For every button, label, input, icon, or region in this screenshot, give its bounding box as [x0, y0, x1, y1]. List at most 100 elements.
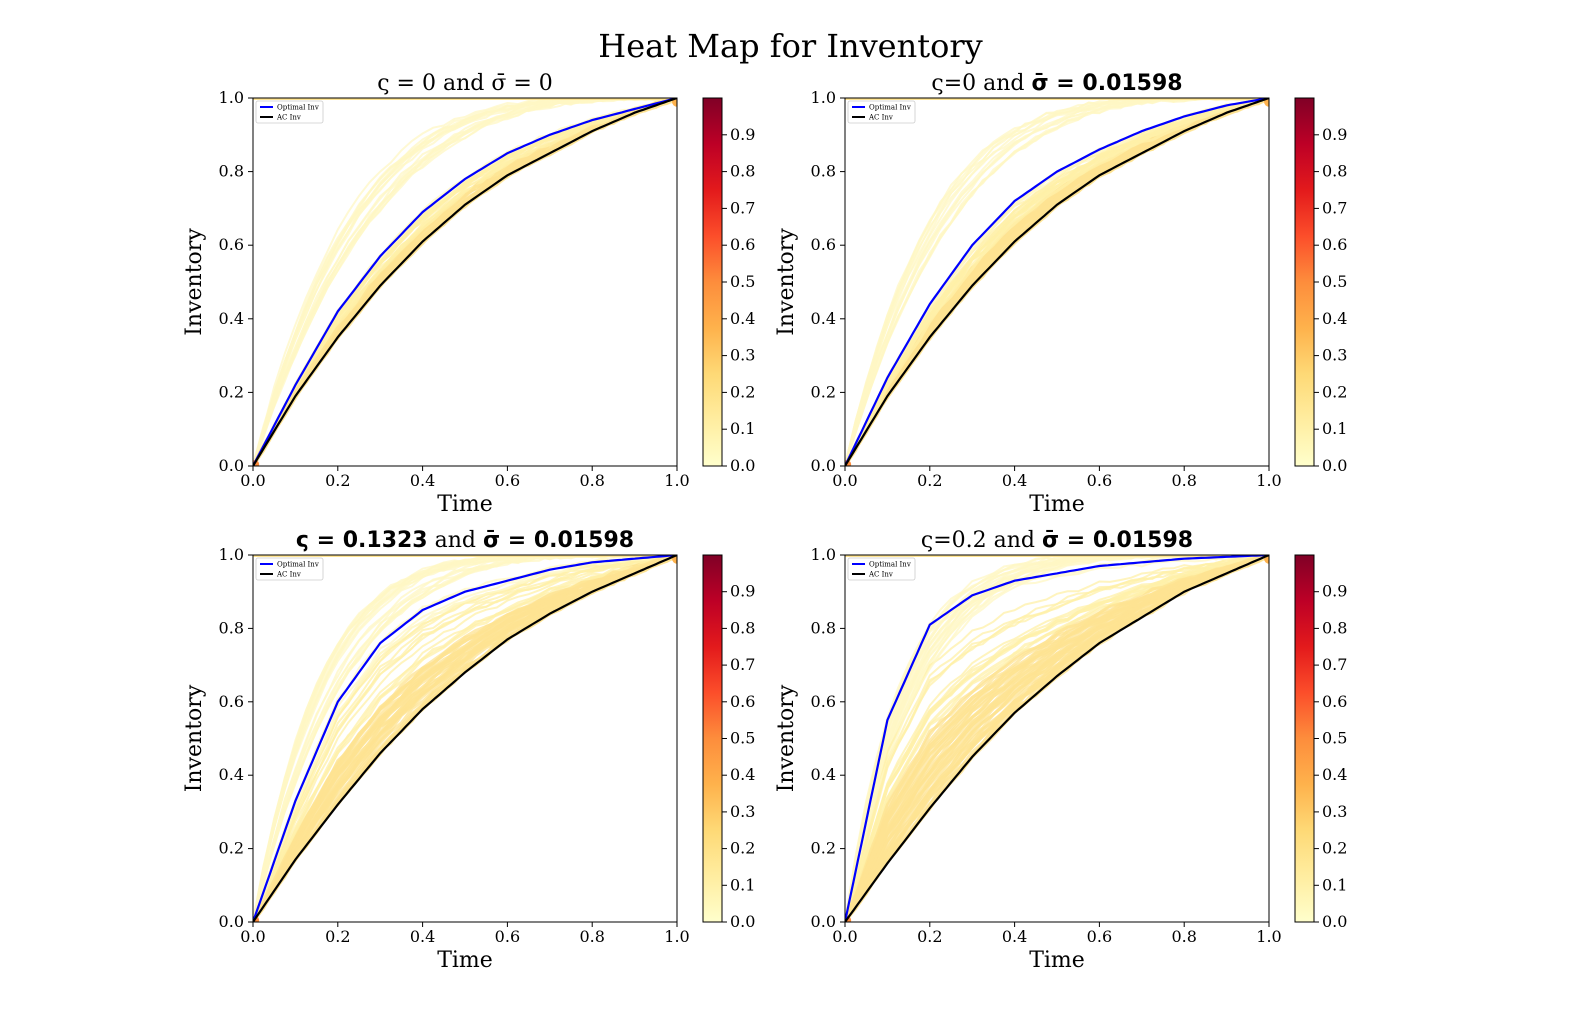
- heatmap-path: [253, 98, 677, 466]
- colorbar-tick-label: 0.2: [1322, 382, 1347, 401]
- y-tick-label: 0.4: [219, 309, 244, 328]
- y-axis-label: Inventory: [774, 228, 799, 336]
- title-part: σ̄: [491, 71, 506, 96]
- colorbar-tick-label: 0.5: [730, 272, 755, 291]
- colorbar-tick-label: 0.5: [1322, 729, 1347, 748]
- x-tick-label: 0.2: [917, 927, 942, 946]
- x-axis-label: Time: [437, 492, 493, 517]
- title-part: ς: [931, 71, 943, 96]
- legend-label: AC Inv: [276, 571, 301, 579]
- x-tick-label: 0.6: [1087, 927, 1112, 946]
- colorbar-tick-label: 0.4: [730, 765, 755, 784]
- colorbar: 0.0 0.1 0.2 0.3 0.4 0.5 0.6 0.7 0.8 0.9: [702, 554, 755, 931]
- subplot-title: ς = 0.1323 and σ̄ = 0.01598: [296, 528, 634, 553]
- title-part: σ̄ = 0.01598: [1032, 71, 1183, 96]
- ac-inv-line: [845, 98, 1269, 466]
- x-axis-label: Time: [437, 948, 493, 973]
- x-tick-label: 0.6: [1087, 471, 1112, 490]
- y-tick-label: 1.0: [219, 545, 244, 564]
- plot-area: [253, 98, 677, 466]
- y-tick-label: 0.8: [811, 618, 836, 637]
- colorbar: 0.0 0.1 0.2 0.3 0.4 0.5 0.6 0.7 0.8 0.9: [702, 97, 755, 475]
- legend-label: Optimal Inv: [869, 104, 911, 112]
- x-tick-label: 0.0: [832, 471, 857, 490]
- colorbar-tick-label: 0.1: [1322, 419, 1347, 438]
- ac-inv-line: [253, 98, 677, 466]
- x-axis-label: Time: [1029, 492, 1085, 517]
- legend-label: Optimal Inv: [277, 104, 319, 112]
- colorbar-gradient: [1294, 554, 1315, 923]
- heatmap-top-band: [253, 555, 677, 557]
- legend-label: AC Inv: [868, 571, 893, 579]
- x-tick-label: 1.0: [664, 471, 689, 490]
- title-part: and: [428, 528, 483, 553]
- colorbar-tick-label: 0.6: [730, 692, 755, 711]
- y-tick-label: 0.6: [219, 235, 244, 254]
- heatmap-path: [845, 555, 1269, 922]
- colorbar-tick-label: 0.6: [730, 235, 755, 254]
- heatmap-path: [253, 555, 677, 922]
- heatmap-path: [253, 98, 677, 466]
- heatmap-path: [253, 555, 677, 922]
- y-tick-label: 0.8: [811, 162, 836, 181]
- legend: Optimal Inv AC Inv: [847, 557, 916, 581]
- colorbar-tick-label: 0.9: [1322, 582, 1347, 601]
- x-tick-label: 0.0: [240, 927, 265, 946]
- plot-area: [253, 555, 677, 922]
- plot-frame: [252, 97, 678, 467]
- colorbar-tick-label: 0.7: [1322, 655, 1347, 674]
- heatmap-path: [845, 555, 1269, 922]
- plot-background: [253, 555, 677, 922]
- y-tick-label: 0.8: [219, 162, 244, 181]
- colorbar-gradient: [702, 554, 723, 923]
- x-tick-label: 0.6: [495, 927, 520, 946]
- heatmap-path: [253, 555, 677, 922]
- subplot-2: 0.0 0.2 0.4 0.6 0.8 1.0 0.0 0.2 0.4 0.6 0.8 1.0 Time…: [774, 71, 1347, 517]
- x-tick-label: 0.4: [410, 471, 435, 490]
- optimal-inv-line: [253, 555, 677, 922]
- plot-area: [845, 98, 1269, 466]
- legend: Optimal Inv AC Inv: [255, 557, 324, 581]
- subplot-1: 0.0 0.2 0.4 0.6 0.8 1.0 0.0 0.2 0.4 0.6 0.8 1.0 Time…: [182, 71, 755, 517]
- colorbar-tick-label: 0.9: [730, 125, 755, 144]
- heatmap-path: [253, 555, 677, 922]
- colorbar-tick-label: 0.0: [1322, 456, 1347, 475]
- subplot-title: ς=0.2 and σ̄ = 0.01598: [921, 528, 1193, 553]
- colorbar-tick-label: 0.6: [1322, 692, 1347, 711]
- y-tick-label: 1.0: [811, 545, 836, 564]
- heatmap-path: [845, 555, 1269, 922]
- y-tick-label: 0.2: [811, 382, 836, 401]
- colorbar-tick-label: 0.6: [1322, 235, 1347, 254]
- colorbar-tick-label: 0.1: [730, 419, 755, 438]
- x-tick-label: 0.2: [325, 927, 350, 946]
- colorbar-gradient: [1294, 97, 1315, 467]
- colorbar-tick-label: 0.8: [730, 162, 755, 181]
- x-axis-label: Time: [1029, 948, 1085, 973]
- optimal-inv-line: [845, 98, 1269, 466]
- y-tick-label: 0.4: [811, 309, 836, 328]
- colorbar-tick-label: 0.7: [730, 198, 755, 217]
- y-tick-label: 0.0: [219, 456, 244, 475]
- y-tick-label: 0.8: [219, 618, 244, 637]
- colorbar-tick-label: 0.2: [730, 839, 755, 858]
- x-tick-label: 0.4: [1002, 927, 1027, 946]
- plot-frame: [844, 97, 1270, 467]
- colorbar-tick-label: 0.1: [1322, 875, 1347, 894]
- plot-area: [845, 555, 1269, 922]
- colorbar-tick-label: 0.5: [730, 729, 755, 748]
- y-tick-label: 0.0: [811, 912, 836, 931]
- heatmap-top-band: [253, 98, 677, 100]
- heatmap-top-band: [845, 98, 1269, 100]
- heatmap-path: [845, 555, 1269, 922]
- colorbar-tick-label: 0.9: [730, 582, 755, 601]
- title-part: =0 and: [944, 71, 1032, 96]
- title-part: σ̄ = 0.01598: [483, 528, 634, 553]
- title-part: ς: [377, 71, 389, 96]
- x-tick-label: 0.6: [495, 471, 520, 490]
- colorbar-tick-label: 0.4: [1322, 765, 1347, 784]
- heatmap-path: [845, 555, 1269, 922]
- heatmap-path: [253, 555, 677, 922]
- heatmap-path: [845, 98, 1269, 466]
